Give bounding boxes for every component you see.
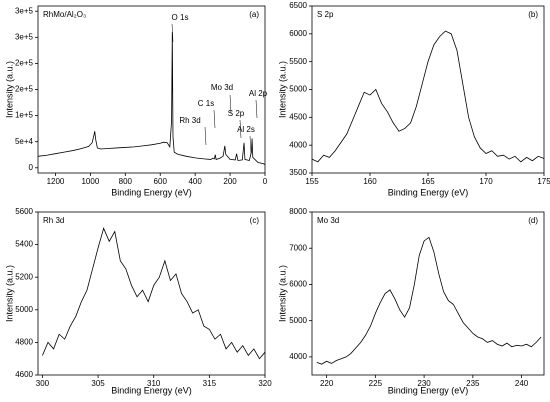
x-tick-label: 225	[369, 379, 383, 388]
y-tick-label: 2e+5	[15, 85, 34, 94]
x-tick-label: 320	[258, 379, 272, 388]
y-tick-label: 6500	[289, 1, 307, 10]
y-axis-title: Intensity (a.u.)	[4, 61, 14, 118]
spectrum-line	[316, 236, 542, 365]
x-tick-label: 220	[320, 379, 334, 388]
x-tick-label: 0	[263, 177, 268, 186]
y-tick-label: 0	[29, 163, 34, 172]
annotation-leader	[204, 126, 207, 146]
x-axis-title: Binding Energy (eV)	[111, 385, 192, 395]
y-tick-label: 2e+5	[15, 59, 34, 68]
y-tick-label: 5e+4	[15, 137, 34, 146]
annotation-leader	[249, 135, 252, 155]
y-tick-label: 5400	[15, 240, 33, 249]
y-axis-title: Intensity (a.u.)	[277, 61, 287, 118]
peak-annotation: C 1s	[198, 99, 214, 108]
peak-annotation: Al 2p	[249, 89, 268, 98]
y-tick-label: 4000	[289, 140, 307, 149]
y-tick-label: 5500	[289, 57, 307, 66]
x-tick-label: 315	[203, 379, 217, 388]
panel-title: S 2p	[317, 10, 334, 19]
spectrum-line	[37, 32, 266, 165]
plot-frame	[311, 5, 545, 174]
annotation-leader	[255, 99, 258, 119]
x-tick-label: 165	[421, 177, 435, 186]
y-tick-label: 4600	[15, 370, 33, 379]
x-tick-label: 240	[515, 379, 529, 388]
peak-annotation: Mo 3d	[211, 83, 233, 92]
y-tick-label: 7000	[289, 243, 307, 252]
peak-annotation: S 2p	[228, 109, 245, 118]
y-tick-label: 6000	[289, 29, 307, 38]
x-tick-label: 800	[119, 177, 133, 186]
y-tick-label: 3e+5	[15, 6, 34, 15]
annotation-leader	[213, 109, 216, 129]
x-tick-label: 300	[36, 379, 50, 388]
y-tick-label: 5600	[15, 207, 33, 216]
peak-annotation: O 1s	[172, 13, 189, 22]
x-axis-title: Binding Energy (eV)	[111, 187, 192, 197]
x-tick-label: 305	[91, 379, 105, 388]
x-tick-label: 1000	[81, 177, 99, 186]
y-tick-label: 4800	[15, 338, 33, 347]
x-tick-label: 175	[537, 177, 550, 186]
annotation-leader	[239, 119, 242, 139]
y-axis-title: Intensity (a.u.)	[4, 265, 14, 322]
x-tick-label: 400	[188, 177, 202, 186]
y-tick-label: 5000	[289, 85, 307, 94]
x-tick-label: 310	[147, 379, 161, 388]
x-tick-label: 230	[417, 379, 431, 388]
y-tick-label: 4000	[289, 352, 307, 361]
peak-annotation: Rh 3d	[179, 116, 200, 125]
plot-frame	[311, 211, 545, 376]
panel-title: RhMo/Al₂O₃	[43, 10, 86, 19]
y-tick-label: 4500	[289, 112, 307, 121]
annotation-leader	[229, 94, 232, 114]
y-tick-label: 8000	[289, 207, 307, 216]
y-tick-label: 5200	[15, 272, 33, 281]
x-tick-label: 1200	[47, 177, 65, 186]
panel-title: Mo 3d	[317, 216, 339, 225]
panel-label: (a)	[249, 10, 259, 19]
y-tick-label: 3500	[289, 168, 307, 177]
panel-title: Rh 3d	[43, 216, 64, 225]
x-tick-label: 160	[363, 177, 377, 186]
x-axis-title: Binding Energy (eV)	[388, 187, 469, 197]
x-tick-label: 200	[223, 177, 237, 186]
y-axis-title: Intensity (a.u.)	[277, 265, 287, 322]
x-tick-label: 600	[154, 177, 168, 186]
panel-label: (b)	[528, 10, 538, 19]
peak-annotation: Al 2s	[237, 125, 255, 134]
panel-label: (c)	[250, 216, 260, 225]
plot-frame	[37, 211, 266, 376]
x-axis-title: Binding Energy (eV)	[388, 385, 469, 395]
y-tick-label: 5000	[15, 305, 33, 314]
y-tick-label: 1e+5	[15, 111, 34, 120]
panel-label: (d)	[528, 216, 538, 225]
y-tick-label: 5000	[289, 316, 307, 325]
y-tick-label: 6000	[289, 280, 307, 289]
x-tick-label: 170	[479, 177, 493, 186]
spectrum-line	[311, 30, 545, 163]
spectrum-line	[42, 227, 266, 360]
x-tick-label: 235	[466, 379, 480, 388]
annotation-leader	[171, 23, 174, 43]
y-tick-label: 3e+5	[15, 32, 34, 41]
x-tick-label: 155	[305, 177, 319, 186]
